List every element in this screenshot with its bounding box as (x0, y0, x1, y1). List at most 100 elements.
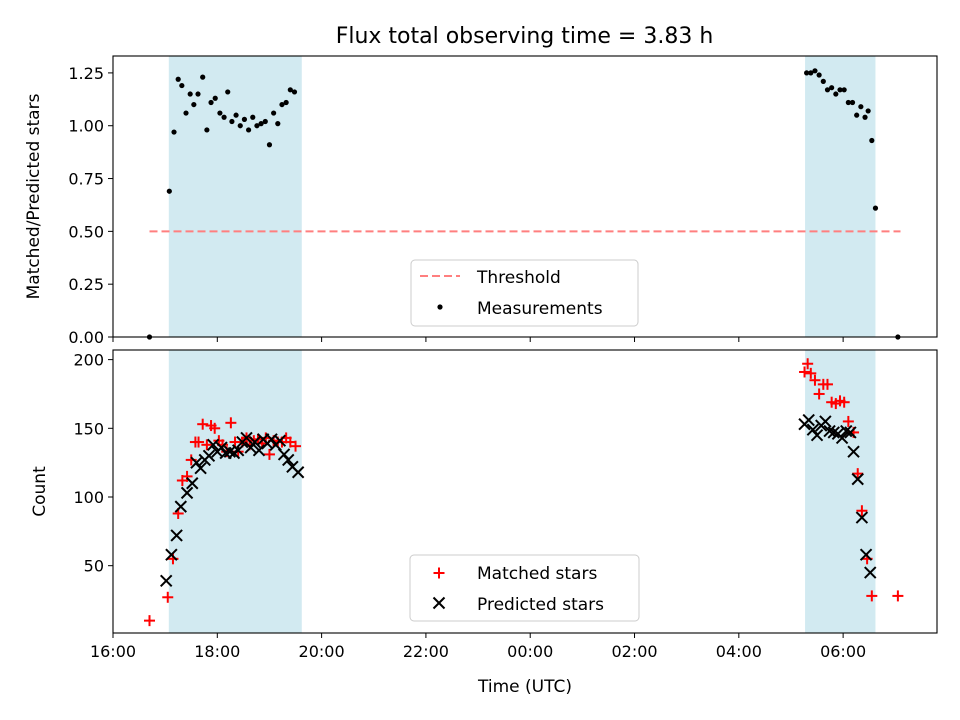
legend-measurement-label: Measurements (477, 299, 603, 319)
x-stroke-b (835, 431, 849, 445)
measurement-point (858, 104, 864, 110)
predicted-star-point (252, 444, 266, 457)
y-tick-label: 200 (73, 351, 104, 370)
x-axis-label: Time (UTC) (477, 677, 572, 697)
top-x-ticks (112, 337, 844, 342)
y-tick-label: 1.25 (68, 64, 104, 83)
x-stroke-b (286, 460, 299, 473)
predicted-star-point (231, 444, 245, 457)
matched-star-point (892, 590, 904, 602)
y-tick-label: 0.75 (68, 170, 104, 189)
matched-star-point (209, 422, 221, 434)
x-tick-label: 00:00 (507, 642, 553, 661)
shaded-interval (805, 56, 876, 337)
matched-star-point (201, 439, 213, 451)
measurement-point (279, 101, 285, 108)
x-stroke-b (844, 426, 857, 439)
measurement-point (258, 121, 264, 127)
measurement-point (254, 123, 260, 129)
measurement-point (816, 72, 822, 78)
matched-star-point (805, 367, 817, 379)
figure-title: Flux total observing time = 3.83 h (336, 24, 714, 49)
predicted-star-point (802, 413, 815, 427)
predicted-star-point (810, 428, 824, 442)
matched-star-point (181, 470, 193, 482)
matched-star-point (852, 468, 864, 480)
x-stroke-b (231, 444, 245, 457)
x-stroke-b (165, 548, 178, 561)
shaded-interval (168, 56, 302, 337)
legend-predicted-swatch (432, 596, 446, 610)
measurement-point (271, 110, 277, 116)
predicted-star-point (186, 477, 199, 490)
measurement-point (183, 110, 189, 116)
measurement-point (241, 116, 248, 122)
x-stroke-b (174, 500, 188, 513)
measurement-point (171, 129, 177, 135)
bottom-legend-box (409, 554, 640, 622)
measurement-point (179, 82, 185, 89)
legend-predicted-label: Predicted stars (477, 595, 604, 615)
x-stroke-b (859, 548, 873, 561)
shaded-interval (805, 350, 876, 633)
x-tick-label: 06:00 (820, 642, 866, 661)
x-stroke-b (847, 445, 860, 458)
y-tick-label: 100 (73, 488, 104, 507)
bottom-panel: 50 100 150 200 16:00 18:00 20:00 22:00 00:00 02:… (30, 349, 938, 697)
predicted-star-point (823, 424, 836, 438)
measurement-point (291, 89, 298, 95)
x-stroke-b (802, 413, 815, 427)
measurement-point (237, 123, 243, 129)
measurement-point (829, 85, 835, 91)
x-tick-label: 02:00 (611, 642, 657, 661)
predicted-star-point (855, 511, 869, 524)
matched-star-point (290, 440, 302, 452)
legend-measurement-swatch (437, 304, 443, 310)
predicted-star-point (159, 574, 173, 588)
x-stroke-b (819, 415, 832, 428)
measurement-point (245, 127, 252, 133)
measurement-point (287, 87, 293, 93)
matched-star-point (799, 366, 811, 378)
matched-star-point (162, 591, 174, 603)
predicted-star-point (206, 438, 220, 451)
measurement-point (229, 118, 235, 125)
measurement-point (195, 91, 201, 97)
measurement-point (225, 89, 231, 95)
measurement-point (837, 87, 843, 93)
predicted-star-point (819, 415, 832, 428)
matched-star-point (838, 396, 850, 408)
y-tick-label: 1.00 (68, 117, 104, 136)
measurement-point (283, 99, 289, 106)
measurement-point (808, 70, 814, 76)
measurement-point (833, 91, 839, 97)
x-stroke-b (206, 438, 220, 451)
matched-star-point (225, 417, 237, 429)
predicted-star-point (864, 566, 877, 579)
measurement-point (166, 188, 172, 194)
x-stroke-b (282, 453, 295, 467)
measurement-point (869, 137, 875, 144)
y-tick-label: 0.50 (68, 222, 104, 241)
count-points (144, 358, 904, 627)
matched-star-point (197, 418, 209, 430)
predicted-star-point (248, 435, 262, 449)
matched-star-point (809, 374, 821, 386)
measurement-point (862, 114, 868, 120)
measurement-point (200, 74, 206, 80)
predicted-star-point (165, 548, 178, 561)
x-stroke-b (248, 435, 262, 449)
measurement-point (250, 114, 256, 120)
measurement-point (865, 108, 871, 114)
x-stroke-b (827, 426, 840, 439)
top-y-axis-label: Matched/Predicted stars (24, 93, 44, 299)
x-tick-label: 18:00 (194, 642, 240, 661)
measurement-point (812, 68, 818, 74)
measurement-point (845, 99, 851, 106)
x-stroke-b (170, 529, 183, 542)
measurement-point (262, 118, 268, 125)
y-tick-label: 0.00 (68, 328, 104, 347)
legend-threshold-label: Threshold (476, 268, 561, 288)
bottom-axes-frame (112, 349, 938, 634)
